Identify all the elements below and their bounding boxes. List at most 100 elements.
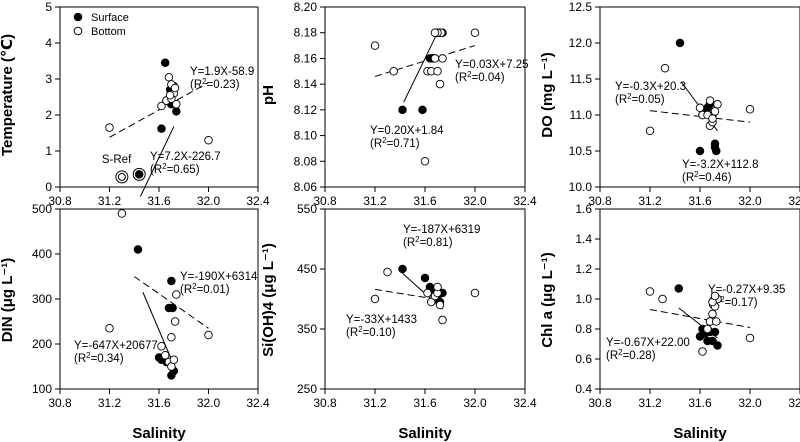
regression-line-dashed [133,276,209,329]
x-axis-label: Salinity [132,425,186,442]
bottom-point [370,41,380,50]
bottom-point [165,90,175,100]
plot-frame [324,208,526,390]
x-tick-label: 32.4 [513,194,537,208]
equation-label: Y=-0.67X+22.00 [606,337,690,349]
surface-point [674,284,684,293]
bottom-point [430,28,440,37]
x-tick-label: 31.2 [638,396,662,410]
bottom-point [658,294,667,304]
equation-label: Y=-647X+20677 [74,340,158,352]
r2-label-1: (R2=0.28) [606,348,656,363]
regression-line-solid [402,272,443,310]
bottom-point [172,99,181,109]
bottom-point [430,54,440,63]
surface-point [168,303,177,313]
y-tick-label: 450 [297,262,317,276]
bottom-point [164,72,174,82]
y-tick-label: 0.8 [575,322,592,336]
surface-point [710,143,720,152]
y-tick-label: 11.0 [570,108,593,122]
y-tick-label: 0.4 [575,382,592,396]
surface-point [398,105,407,115]
equation-label: Y=-33X+1433 [346,314,417,326]
bottom-point [438,54,447,63]
bottom-point [695,103,705,113]
y-tick-label: 200 [32,337,52,351]
x-tick-label: 32.4 [246,396,270,410]
y-tick-label: 11.5 [570,72,593,86]
equation-label: Y=-187X+6319 [403,224,480,236]
y-tick-label: 8.20 [294,0,318,14]
x-tick-label: 32.4 [246,194,270,208]
surface-point [398,264,407,274]
bottom-point [470,288,480,298]
y-tick-label: 5 [45,0,52,14]
bottom-point [710,107,720,116]
equation-label: Y=-0.3X+20.3 [615,81,686,93]
y-tick-label: 8.16 [294,51,318,65]
x-tick-label: 31.6 [147,396,171,410]
y-tick-label: 250 [297,382,317,396]
y-axis-label: pH [260,85,277,105]
surface-point [134,170,144,179]
x-tick-label: 32.4 [788,194,800,208]
y-tick-label: 300 [32,292,52,306]
surface-point [172,107,181,116]
surface-point [713,341,722,350]
bottom-point [745,104,755,114]
bottom-point [160,351,170,360]
x-tick-label: 30.8 [48,194,72,208]
bottom-point [713,99,722,109]
bottom-point [157,342,166,351]
legend-bottom-marker [73,26,83,36]
bottom-point [470,28,480,37]
x-tick-label: 32.0 [738,194,762,208]
bottom-point [433,67,442,76]
x-tick-label: 31.6 [413,396,437,410]
y-tick-label: 2 [45,108,52,122]
legend-bottom-label: Bottom [91,26,126,38]
r2-label-0: (R2=0.10) [346,325,396,340]
y-tick-label: 550 [297,202,317,216]
bottom-point [705,96,715,105]
surface-point [160,58,170,68]
r2-label-0: (R2=0.23) [190,77,240,92]
x-axis-label: Salinity [398,425,452,442]
y-tick-label: 12.0 [569,36,593,50]
equation-label: Y=0.03X+7.25 [455,59,529,71]
panel-ph: 30.8 31.2 31.6 32.0 32.4 8.06 8.08 8.10 8.12 8.14… [260,0,537,208]
r2-label-1: (R2=0.46) [682,170,732,185]
y-axis-label: DO (mg L⁻¹) [539,52,556,137]
legend: Surface Bottom [73,12,129,38]
bottom-point [157,101,166,111]
r2-label-0: (R2=0.01) [180,282,230,297]
y-tick-label: 4 [45,36,52,50]
bottom-point [438,315,447,325]
equation-label: Y=7.2X-226.7 [150,151,221,163]
r2-label-0: (R2=0.05) [615,92,665,107]
bottom-point [389,67,399,76]
panel-do: 30.8 31.2 31.6 32.0 32.4 10.0 10.5 11.0 11.5 12.0… [539,0,800,208]
bottom-point [708,114,717,123]
x-tick-label: 30.8 [48,396,72,410]
x-tick-label: 32.0 [197,194,221,208]
surface-point [675,38,685,48]
x-tick-label: 31.6 [413,194,437,208]
r2-label-1: (R2=0.65) [150,162,200,177]
bottom-point [204,135,213,145]
x-tick-label: 31.2 [363,194,387,208]
bottom-point [660,63,670,73]
bottom-point [172,290,181,299]
r2-label-1: (R2=0.34) [74,351,124,366]
y-tick-label: 8.10 [294,129,318,143]
x-tick-label: 31.2 [638,194,662,208]
regression-line-dashed [109,82,209,138]
y-tick-label: 8.06 [294,180,318,194]
surface-point [167,276,176,286]
surface-point [695,146,705,156]
equation-label: Y=-0.27X+9.35 [708,284,785,296]
equation-label: Y=0.20X+1.84 [370,125,444,137]
y-tick-label: 3 [45,72,52,86]
